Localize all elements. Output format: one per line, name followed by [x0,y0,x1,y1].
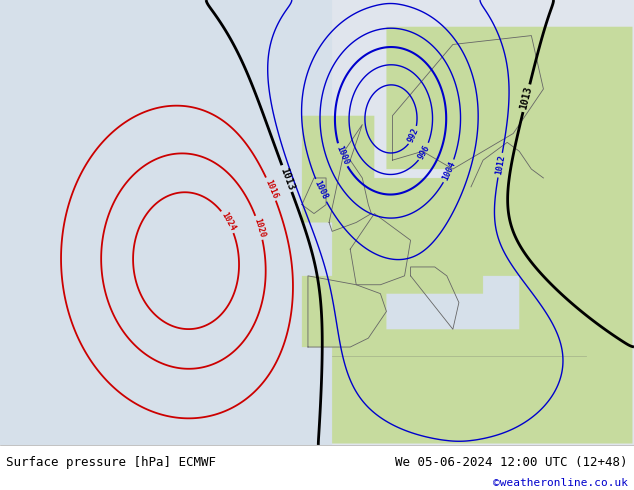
Text: Surface pressure [hPa] ECMWF: Surface pressure [hPa] ECMWF [6,456,216,468]
Text: ©weatheronline.co.uk: ©weatheronline.co.uk [493,478,628,488]
Text: 1008: 1008 [313,179,329,201]
Text: We 05-06-2024 12:00 UTC (12+48): We 05-06-2024 12:00 UTC (12+48) [395,456,628,468]
Text: 1016: 1016 [263,178,279,200]
Text: 992: 992 [406,127,421,144]
Text: 1020: 1020 [252,217,266,239]
Text: 1000: 1000 [334,144,350,166]
Text: 1013: 1013 [278,166,295,191]
Text: 1024: 1024 [219,211,237,233]
Text: 996: 996 [417,143,432,161]
Text: 1013: 1013 [519,86,534,111]
Text: 1004: 1004 [441,160,457,182]
Text: 1012: 1012 [494,154,507,176]
